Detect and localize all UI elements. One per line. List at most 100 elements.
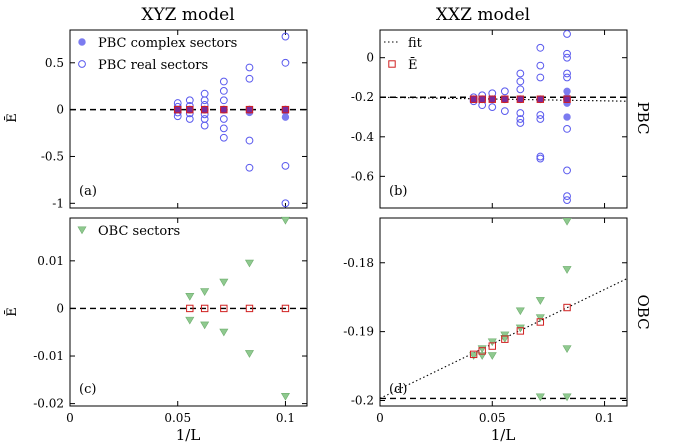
legend-mean-swatch: [388, 60, 396, 68]
mean-overlap-point: [478, 95, 487, 104]
obc-point: [200, 288, 210, 296]
pbc-real-point: [563, 69, 571, 78]
y-tick-label: 0.01: [37, 254, 64, 268]
x-axis-label-left: 1/L: [176, 426, 201, 444]
pbc-real-point: [185, 96, 194, 105]
obc-point: [515, 307, 525, 316]
obc-point: [469, 352, 479, 360]
x-tick-label: 0.1: [276, 411, 295, 425]
x-tick-label: 0: [66, 411, 74, 425]
pbc-real-point: [536, 154, 545, 163]
y-tick-label: -1: [52, 196, 64, 210]
mean-overlap-point: [185, 105, 194, 114]
pbc-real-point: [516, 77, 525, 86]
pbc-real-point: [185, 115, 194, 123]
mean-overlap-point: [488, 95, 497, 104]
legend-obc-swatch: [77, 226, 87, 235]
pbc-real-point: [536, 152, 545, 161]
mean-point: [281, 105, 290, 114]
obc-point: [535, 314, 545, 323]
legend-mean-label: Ē: [408, 57, 418, 73]
pbc-real-point: [563, 73, 571, 82]
obc-point: [219, 278, 229, 287]
obc-point: [244, 259, 254, 268]
mean-point: [516, 327, 525, 335]
mean-point: [281, 304, 290, 313]
y-tick-label: 0: [56, 103, 64, 117]
mean-point: [478, 95, 486, 103]
legend-obc-label: OBC sectors: [98, 224, 180, 239]
obc-point: [535, 393, 545, 402]
pbc-real-point: [516, 115, 525, 123]
x-tick-label: 0.05: [164, 411, 191, 425]
y-tick-label: 0: [56, 301, 64, 315]
plot-frame: [69, 217, 308, 407]
pbc-real-point: [563, 196, 571, 204]
pbc-real-point: [281, 58, 290, 67]
pbc-real-point: [536, 73, 545, 82]
obc-point: [500, 335, 510, 343]
pbc-real-point: [516, 85, 525, 94]
pbc-real-point: [219, 86, 228, 95]
mean-overlap-point: [469, 95, 478, 104]
y-tick-label: -0.2: [351, 90, 374, 104]
panel-tag: (c): [79, 382, 96, 397]
panel-tag: (b): [389, 184, 407, 199]
pbc-real-point: [500, 107, 509, 115]
pbc-real-point: [245, 136, 254, 145]
row-label-obc: OBC: [634, 294, 652, 329]
pbc-real-point: [563, 49, 571, 58]
pbc-real-point: [200, 115, 209, 123]
y-tick-label: -0.01: [33, 349, 64, 363]
mean-overlap-point: [500, 95, 509, 104]
panel-d: 0 0.05 0.1 -0.2 -0.19 -0.18 (d): [343, 217, 628, 425]
mean-overlap-point: [563, 95, 571, 104]
mean-point: [501, 95, 509, 103]
mean-overlap-point: [245, 105, 254, 114]
pbc-real-point: [281, 161, 290, 170]
col-title-xxz: XXZ model: [436, 5, 530, 25]
mean-overlap-point: [281, 105, 290, 114]
pbc-real-point: [200, 121, 209, 130]
x-tick-label: 0: [376, 411, 384, 425]
mean-point: [245, 105, 254, 114]
mean-point: [536, 318, 545, 326]
obc-point: [244, 350, 254, 358]
mean-overlap-point: [200, 105, 209, 114]
plot-frame: [69, 29, 308, 209]
x-tick-label: 0.1: [595, 411, 614, 425]
mean-point: [220, 105, 228, 114]
pbc-real-point: [563, 192, 571, 201]
y-tick-label: -0.2: [351, 393, 374, 407]
mean-point: [469, 95, 478, 103]
pbc-real-point: [563, 53, 571, 62]
pbc-real-point: [516, 109, 525, 117]
obc-point: [185, 293, 195, 301]
legend-complex-swatch: [78, 38, 86, 46]
y-tick-label: -0.19: [343, 325, 374, 339]
pbc-real-point: [245, 74, 254, 83]
legend-real-label: PBC real sectors: [98, 58, 208, 73]
pbc-real-point: [563, 30, 571, 38]
mean-point: [488, 342, 496, 350]
obc-point: [185, 316, 195, 325]
row-label-pbc: PBC: [634, 102, 652, 135]
mean-point: [469, 350, 478, 359]
pbc-real-point: [516, 119, 525, 127]
obc-point: [219, 328, 229, 337]
mean-point: [563, 303, 571, 312]
mean-overlap-point: [173, 105, 182, 114]
mean-overlap-point: [219, 105, 228, 114]
pbc-real-point: [536, 111, 545, 119]
y-tick-label: -0.18: [343, 256, 374, 270]
pbc-real-point: [219, 96, 228, 105]
pbc-real-point: [563, 124, 571, 133]
obc-point: [200, 321, 210, 330]
mean-point: [245, 304, 254, 313]
obc-point: [487, 338, 497, 347]
pbc-real-point: [488, 103, 497, 112]
legend-real-swatch: [78, 60, 86, 68]
pbc-real-point: [516, 69, 525, 78]
obc-point: [562, 345, 572, 354]
